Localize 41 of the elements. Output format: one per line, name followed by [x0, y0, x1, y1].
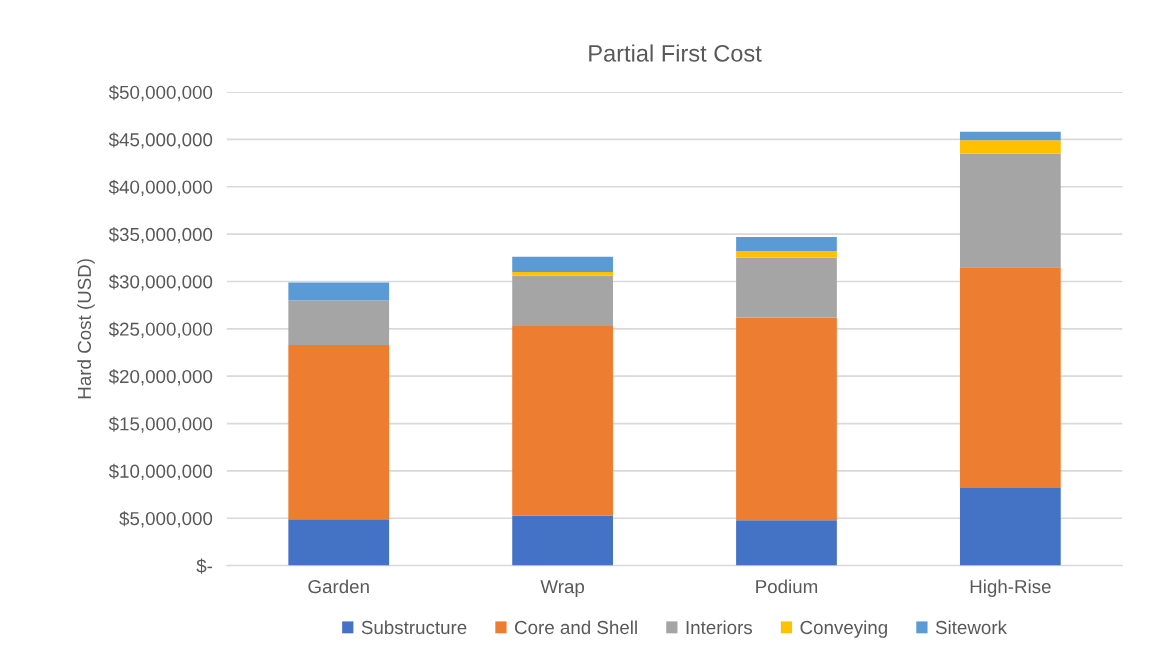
- x-tick-label: High-Rise: [970, 579, 1051, 597]
- y-tick-label: $-: [196, 558, 213, 574]
- bar: [736, 257, 837, 318]
- bar: [288, 300, 390, 345]
- bar: [959, 140, 1061, 154]
- bar: [736, 317, 837, 521]
- legend-label: Interiors: [686, 620, 753, 635]
- bar: [512, 272, 613, 276]
- y-tick-label: $25,000,000: [108, 321, 213, 339]
- y-axis-title: Hard Cost (USD): [77, 259, 95, 399]
- x-tick-label: Podium: [756, 579, 818, 594]
- bar: [288, 519, 390, 566]
- legend-label: Sitework: [935, 620, 1007, 635]
- y-tick-label: $10,000,000: [108, 463, 213, 481]
- legend-label: Core and Shell: [515, 620, 637, 635]
- y-tick-label: $20,000,000: [108, 369, 213, 386]
- x-tick-label: Wrap: [540, 580, 585, 597]
- y-tick-label: $35,000,000: [108, 227, 213, 244]
- y-tick-label: $15,000,000: [108, 416, 213, 433]
- y-tick-label: $5,000,000: [119, 511, 213, 528]
- bar: [512, 275, 613, 326]
- bar: [512, 256, 613, 272]
- legend-label: Substructure: [361, 620, 467, 635]
- y-tick-label: $45,000,000: [108, 132, 213, 149]
- y-tick-label: $40,000,000: [108, 179, 213, 196]
- chart-title: Partial First Cost: [589, 44, 762, 62]
- legend-label: Conveying: [800, 620, 887, 638]
- bar: [736, 520, 837, 566]
- bar: [288, 282, 390, 301]
- bar: [736, 251, 837, 258]
- bar: [959, 153, 1061, 268]
- bar: [959, 267, 1061, 488]
- bar: [288, 344, 390, 520]
- bar: [736, 236, 837, 252]
- bar: [512, 325, 613, 516]
- y-tick-label: $30,000,000: [108, 274, 213, 291]
- bar: [959, 487, 1061, 566]
- x-tick-label: Garden: [308, 579, 369, 594]
- bar: [512, 515, 613, 566]
- bar: [959, 131, 1061, 141]
- y-tick-label: $50,000,000: [108, 84, 213, 102]
